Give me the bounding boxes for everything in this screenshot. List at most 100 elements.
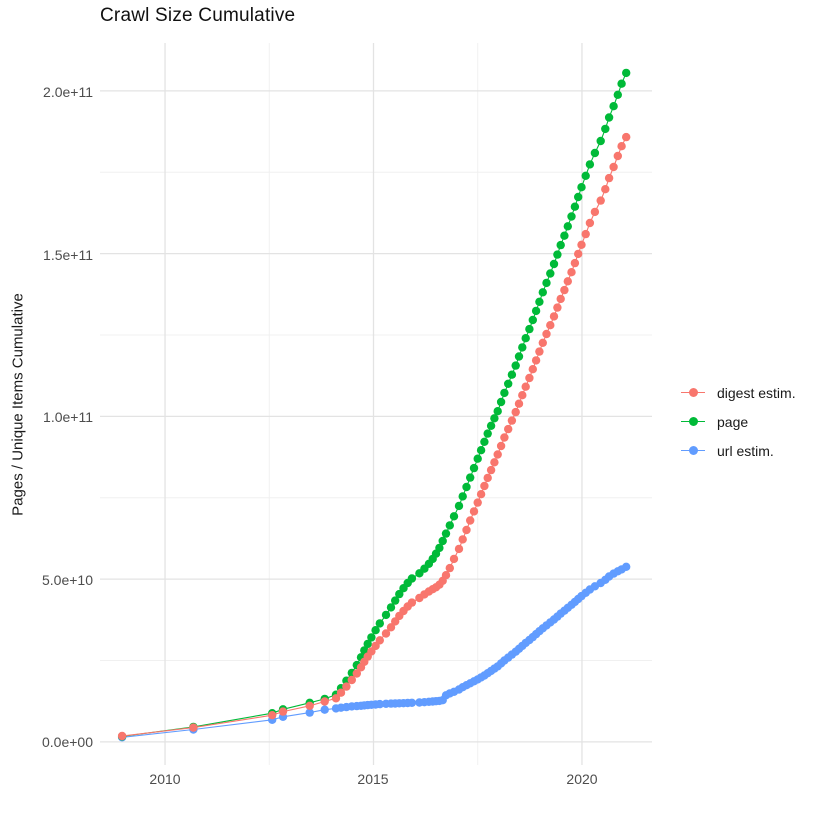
data-point <box>445 563 454 573</box>
data-point <box>577 183 586 192</box>
data-point <box>538 288 547 297</box>
data-point <box>363 639 372 649</box>
data-point <box>574 192 583 202</box>
y-tick-label: 0.0e+00 <box>42 734 93 750</box>
data-point <box>342 682 351 691</box>
data-point <box>609 102 618 111</box>
data-point <box>577 240 586 249</box>
data-point <box>490 414 499 423</box>
gridlines <box>100 43 652 765</box>
data-point <box>500 433 509 442</box>
data-point <box>490 458 499 467</box>
data-point <box>367 633 376 642</box>
data-point <box>381 610 391 620</box>
data-point <box>407 598 417 607</box>
data-point <box>617 142 626 151</box>
legend-item-page: page <box>681 407 796 436</box>
data-point <box>438 536 447 546</box>
data-point <box>278 707 288 716</box>
data-point <box>454 544 464 554</box>
data-point <box>391 596 400 605</box>
data-point <box>528 315 537 325</box>
data-point <box>528 365 537 374</box>
data-point <box>462 482 471 492</box>
data-point <box>514 352 524 361</box>
data-point <box>560 285 569 295</box>
data-point <box>504 379 513 388</box>
data-point <box>518 391 527 400</box>
data-point <box>546 321 555 330</box>
data-point <box>371 626 380 635</box>
data-point <box>305 708 314 717</box>
data-point <box>531 356 541 365</box>
legend-label: url estim. <box>717 442 774 459</box>
data-point <box>336 688 346 697</box>
data-point <box>613 151 622 161</box>
y-tick-label: 1.5e+11 <box>43 247 93 263</box>
data-point <box>375 699 384 709</box>
data-point <box>117 731 127 741</box>
data-point <box>331 694 341 703</box>
data-point <box>386 603 396 612</box>
legend-item-digest-estim: digest estim. <box>681 378 796 407</box>
x-tick-label: 2015 <box>357 771 389 787</box>
data-point <box>622 562 631 571</box>
data-point <box>445 521 454 530</box>
x-tick-label: 2010 <box>149 771 181 787</box>
series-digest-estim- <box>117 132 631 741</box>
data-point <box>480 481 489 491</box>
data-point <box>483 473 492 483</box>
data-point <box>570 202 580 211</box>
data-point <box>609 162 618 172</box>
data-point <box>525 324 534 334</box>
x-tick-label: 2020 <box>566 771 598 787</box>
data-point <box>395 589 404 599</box>
data-point <box>375 619 384 628</box>
data-point <box>507 370 517 379</box>
data-point <box>556 294 565 304</box>
data-point <box>496 397 506 407</box>
data-point <box>596 136 605 146</box>
data-point <box>458 535 467 544</box>
data-point <box>496 441 506 451</box>
y-tick-label: 2.0e+11 <box>43 84 93 100</box>
data-point <box>590 207 600 217</box>
data-point <box>604 173 614 183</box>
data-point <box>476 446 486 455</box>
data-point <box>511 407 520 417</box>
data-point <box>585 160 595 169</box>
y-tick-label: 5.0e+10 <box>42 572 93 588</box>
data-point <box>542 278 551 288</box>
data-point <box>596 196 605 205</box>
data-point <box>553 303 562 312</box>
data-point <box>375 636 384 645</box>
legend-item-url-estim: url estim. <box>681 436 796 465</box>
data-point <box>590 148 600 158</box>
data-point <box>521 334 530 343</box>
data-point <box>480 437 489 446</box>
data-point <box>546 269 555 278</box>
data-point <box>407 698 417 707</box>
series-page <box>117 68 631 741</box>
data-point <box>581 229 590 239</box>
data-point <box>435 543 444 553</box>
data-point <box>268 711 277 720</box>
data-point <box>601 185 610 194</box>
data-point <box>601 124 610 134</box>
legend-key-url-icon <box>681 443 705 459</box>
data-point <box>441 571 451 580</box>
data-point <box>604 113 614 122</box>
legend-label: page <box>717 413 749 430</box>
data-point <box>542 329 551 339</box>
data-point <box>449 512 459 521</box>
data-point <box>407 574 417 583</box>
data-point <box>535 297 544 306</box>
data-point <box>570 258 580 268</box>
data-point <box>347 675 356 685</box>
data-point <box>613 90 622 100</box>
data-point <box>563 222 572 231</box>
data-point <box>563 277 572 286</box>
data-point <box>560 231 569 240</box>
